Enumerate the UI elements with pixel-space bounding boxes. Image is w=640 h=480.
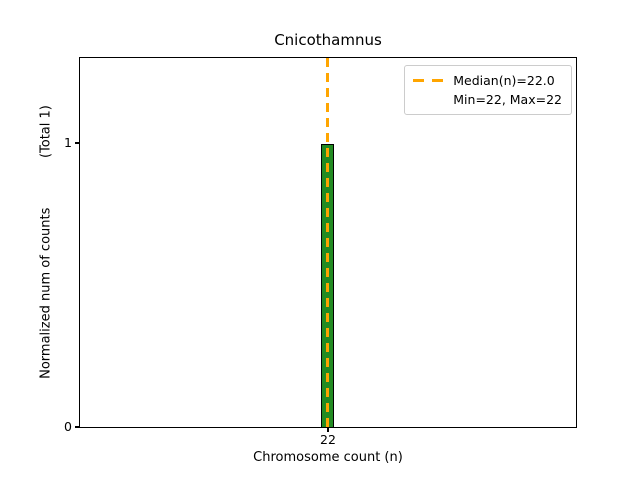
legend-median-label: Median(n)=22.0 — [453, 73, 555, 88]
x-axis-label: Chromosome count (n) — [253, 450, 403, 465]
chart-title: Cnicothamnus — [274, 31, 382, 49]
legend-marker-spacer — [413, 98, 443, 101]
legend: Median(n)=22.0 Min=22, Max=22 — [404, 65, 572, 115]
legend-minmax-label: Min=22, Max=22 — [453, 92, 562, 107]
median-dashed-line — [326, 58, 329, 427]
x-tick-label-22: 22 — [320, 432, 336, 447]
plot-area: Median(n)=22.0 Min=22, Max=22 — [79, 57, 577, 428]
x-tick-mark-22 — [327, 428, 329, 432]
y-tick-mark-1 — [75, 142, 79, 144]
legend-row-median: Median(n)=22.0 — [413, 71, 562, 90]
y-tick-mark-0 — [75, 426, 79, 428]
legend-row-minmax: Min=22, Max=22 — [413, 90, 562, 109]
y-tick-label-0: 0 — [64, 419, 72, 434]
y-axis-label: Normalized num of counts (Total 1) — [38, 105, 54, 379]
y-tick-label-1: 1 — [64, 135, 72, 150]
dashed-line-icon — [413, 79, 444, 82]
